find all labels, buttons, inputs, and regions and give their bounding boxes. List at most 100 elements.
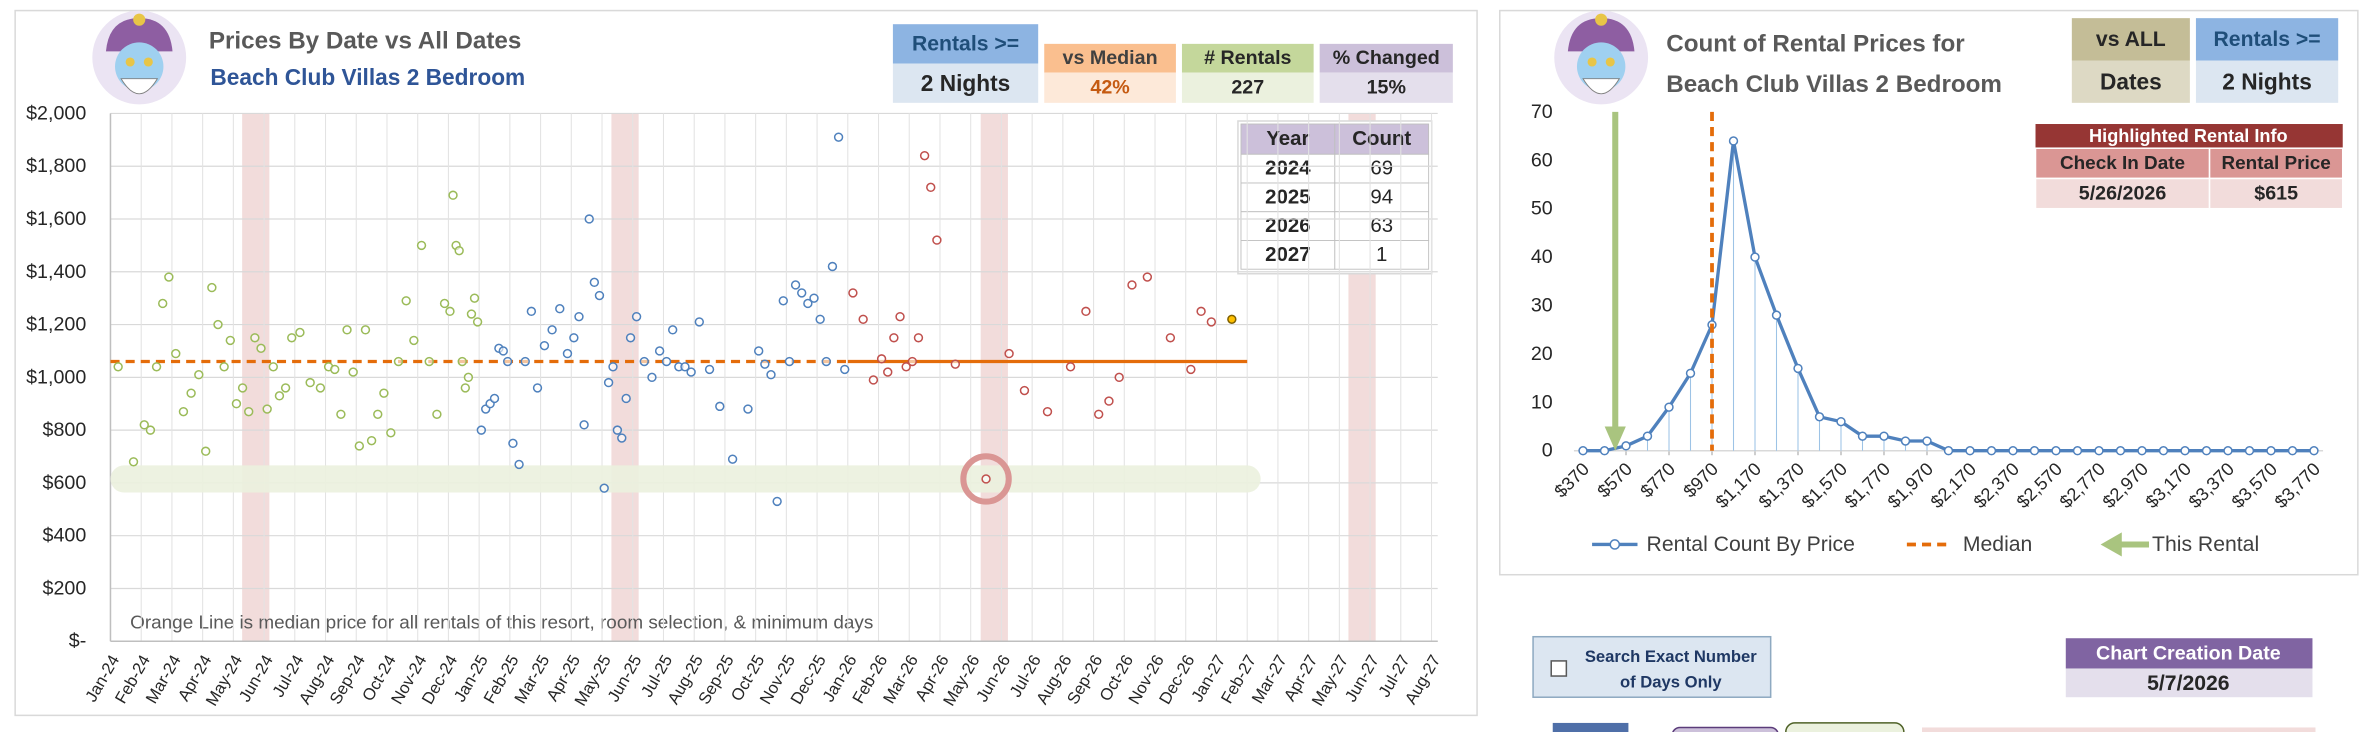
this-rental-band [110, 465, 1261, 493]
data-point [1750, 252, 1760, 262]
chart-title: Prices By Date vs All Dates [209, 27, 521, 54]
data-point [727, 454, 738, 464]
y-tick-label: $1,400 [26, 261, 86, 283]
box-value: 15% [1367, 77, 1406, 99]
data-point [1664, 402, 1674, 412]
logo [92, 10, 187, 105]
data-point [476, 425, 487, 435]
button[interactable] [1922, 727, 2316, 732]
box-header [1319, 43, 1453, 73]
table-header: Check In Date [2060, 153, 2185, 174]
data-point [213, 319, 223, 330]
data-point [919, 150, 930, 161]
checkbox-label[interactable]: of Days Only [1620, 673, 1722, 692]
data-point [574, 311, 584, 322]
table-cell [1334, 240, 1430, 270]
button[interactable] [1785, 722, 1905, 732]
table-text: 2026 [1265, 215, 1310, 237]
data-point [366, 435, 377, 446]
box-value: 2 Nights [921, 70, 1011, 96]
data-point [274, 391, 285, 401]
data-point [603, 377, 614, 388]
data-point [1142, 272, 1153, 282]
checkbox-panel [1532, 635, 1772, 698]
data-point [1227, 314, 1237, 324]
data-point [1114, 372, 1124, 383]
data-point [555, 304, 565, 314]
date-header [2065, 638, 2313, 669]
button[interactable] [1552, 722, 1629, 732]
data-point [743, 404, 753, 414]
table-text: 2025 [1265, 186, 1310, 208]
data-point [2072, 446, 2083, 456]
checkbox-label[interactable]: Search Exact Number [1585, 647, 1757, 666]
data-point [354, 441, 365, 451]
data-point [342, 325, 352, 335]
data-point [579, 420, 589, 430]
data-point [158, 298, 168, 309]
legend-label: Rental Count By Price [1647, 533, 1855, 556]
data-point [654, 346, 665, 356]
data-point [907, 356, 918, 367]
logo [1554, 10, 1649, 105]
table-text: 94 [1370, 186, 1393, 208]
data-point [1104, 396, 1114, 406]
data-point [145, 425, 156, 435]
data-point [2223, 446, 2233, 456]
data-point [827, 261, 838, 272]
data-point [569, 333, 579, 343]
table-text: 69 [1370, 158, 1393, 180]
data-point [2137, 446, 2147, 456]
box-label: # Rentals [1204, 47, 1291, 69]
date-label: Chart Creation Date [2096, 642, 2281, 664]
data-point [599, 483, 609, 493]
data-point [250, 333, 260, 343]
y-tick-label: 50 [1531, 198, 1553, 220]
data-point [1793, 363, 1803, 374]
data-point [2158, 446, 2169, 456]
data-point [1857, 431, 1868, 441]
table-title-bg [2035, 124, 2343, 149]
y-tick-label: 70 [1531, 101, 1553, 123]
data-point [373, 409, 383, 419]
data-point [348, 367, 358, 377]
data-point [401, 296, 411, 306]
table-cell [1334, 123, 1430, 155]
data-point [639, 356, 649, 367]
table-cell [1240, 123, 1336, 155]
data-point [305, 377, 315, 388]
data-point [439, 298, 450, 309]
data-point [889, 333, 899, 343]
data-point [1186, 364, 1196, 375]
y-tick-label: $2,000 [26, 102, 86, 124]
box-label: vs ALL [2096, 28, 2166, 51]
data-point [901, 362, 911, 372]
table-cell: $615 [2254, 183, 2298, 205]
data-point [1065, 362, 1076, 372]
data-point [1081, 306, 1091, 317]
button[interactable] [1672, 726, 1779, 732]
box-label: Rentals >= [912, 32, 1019, 55]
data-point [256, 343, 266, 354]
y-tick-label: 0 [1542, 440, 1553, 462]
data-point [295, 327, 305, 338]
data-point [647, 372, 657, 383]
data-point [772, 496, 782, 507]
box-header [892, 24, 1039, 64]
data-point [268, 362, 278, 372]
data-point [244, 406, 254, 417]
box-value-bg [892, 63, 1039, 103]
data-point [469, 293, 480, 303]
data-point [2094, 446, 2104, 456]
legend-label: This Rental [2152, 533, 2259, 556]
data-point [790, 280, 801, 290]
data-point [520, 356, 530, 367]
data-point [457, 356, 467, 367]
chart-title: Count of Rental Prices for [1666, 30, 1965, 57]
data-point [858, 314, 868, 324]
checkbox[interactable] [1550, 660, 1568, 677]
data-point [287, 333, 297, 343]
y-tick-label: $1,600 [26, 208, 86, 230]
y-tick-label: $1,200 [26, 314, 86, 336]
